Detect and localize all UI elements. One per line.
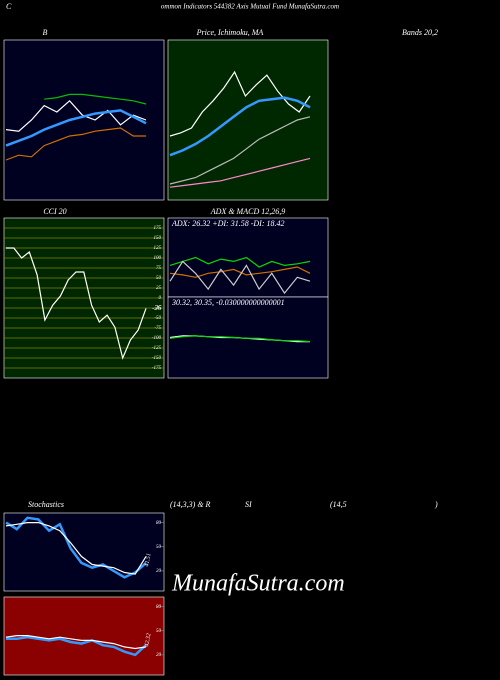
panel-title: (14,3,3) & R [170, 500, 211, 509]
value-label: -26 [152, 304, 162, 312]
panel-title: ADX & MACD 12,26,9 [210, 207, 285, 216]
panel [167, 217, 329, 298]
panel-title: CCI 20 [43, 207, 66, 216]
series-line [169, 116, 311, 185]
series-line [169, 157, 311, 188]
series-line [5, 99, 147, 132]
y-tick-label: -175 [152, 366, 162, 371]
series-line [6, 635, 147, 657]
y-tick-label: 0 [159, 296, 162, 301]
y-tick-label: 50 [156, 545, 162, 550]
y-tick-label: 80 [156, 605, 162, 610]
y-tick-label: 80 [156, 521, 162, 526]
series-line [5, 635, 147, 650]
series-line [169, 256, 311, 268]
panel-title: Stochastics [28, 500, 64, 509]
series-line [5, 522, 147, 575]
y-tick-label: -100 [152, 336, 162, 341]
series-line [169, 260, 311, 295]
y-tick-label: 75 [156, 266, 162, 271]
y-tick-label: -25 [154, 306, 161, 311]
annotation: 42.32 [143, 633, 152, 648]
series-line [169, 335, 311, 343]
series-line [169, 96, 311, 157]
panel [167, 296, 329, 379]
y-tick-label: -75 [154, 326, 161, 331]
series-line [6, 247, 147, 360]
panel-subtitle: Bands 20,2 [402, 28, 438, 37]
series-line [5, 127, 146, 161]
y-tick-label: 175 [154, 226, 162, 231]
panel-title: B [43, 28, 48, 37]
watermark: MunafaSutra.com [171, 571, 345, 597]
panel [3, 512, 165, 592]
series-line [169, 266, 311, 278]
series-line [5, 516, 147, 579]
y-tick-label: 50 [156, 629, 162, 634]
series-line [5, 109, 147, 147]
annotation: 30.32, 30.35, -0.030000000000001 [171, 298, 285, 307]
y-tick-label: 25 [156, 286, 162, 291]
panel-title: ) [434, 500, 438, 509]
annotation: 41.51 [143, 553, 152, 568]
y-tick-label: -50 [154, 316, 161, 321]
y-tick-label: 20 [156, 653, 162, 658]
header-title: ommon Indicators 544382 Axis Mutual Fund… [161, 3, 339, 11]
y-tick-label: 150 [154, 236, 162, 241]
panel-title: (14,5 [330, 500, 347, 509]
y-tick-label: 100 [154, 256, 162, 261]
y-tick-label: -150 [152, 356, 162, 361]
y-tick-label: 50 [156, 276, 162, 281]
panel-title: Price, Ichimoku, MA [196, 28, 264, 37]
panel-title: SI [245, 500, 252, 509]
y-tick-label: 125 [154, 246, 162, 251]
annotation: ADX: 26.32 +DI: 31.58 -DI: 18.42 [171, 219, 285, 228]
panel [167, 39, 329, 201]
series-line [169, 70, 311, 137]
header-letter: C [6, 2, 12, 11]
series-line [44, 93, 147, 105]
y-tick-label: 20 [156, 569, 162, 574]
y-tick-label: -125 [152, 346, 162, 351]
